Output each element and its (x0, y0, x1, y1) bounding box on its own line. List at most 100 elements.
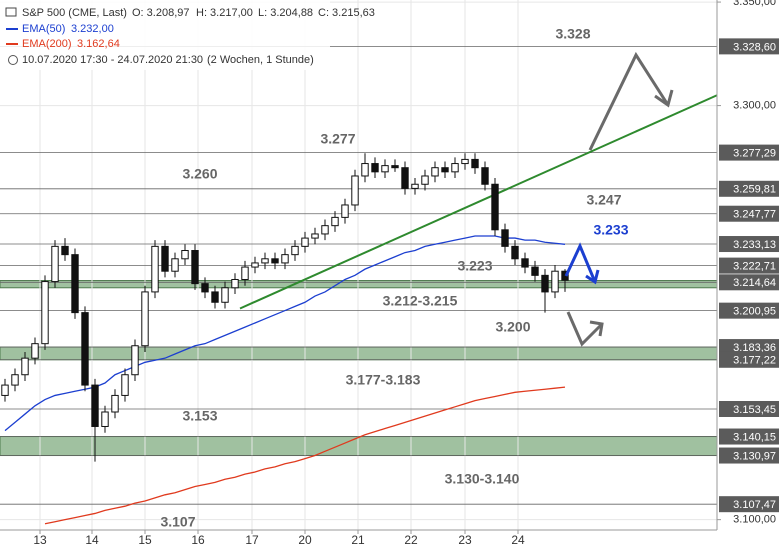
level-box (719, 274, 779, 291)
candle-body (511, 245, 519, 260)
candle-body (161, 245, 169, 272)
arrow-blue (564, 242, 597, 283)
candle-body (501, 229, 509, 247)
candle-body (411, 183, 419, 189)
annotation: 3.177-3.183 (346, 372, 421, 388)
candle-body (61, 245, 69, 256)
period: (2 Wochen, 1 Stunde) (207, 54, 314, 66)
level-label: 3.107,47 (733, 499, 776, 511)
candle-body (111, 394, 119, 413)
arrow-head (654, 89, 674, 108)
plot-area (0, 0, 721, 534)
level-label: 3.277,29 (733, 148, 776, 160)
candle-body (441, 167, 449, 173)
candle-body (231, 278, 239, 289)
level-box (719, 144, 779, 161)
candle-body (261, 258, 269, 264)
candle-body (461, 158, 469, 165)
level-label: 3.259,81 (733, 184, 776, 196)
ohlc-high: H: 3.217,00 (196, 7, 253, 19)
candle-body (31, 343, 39, 359)
annotation: 3.200 (495, 319, 530, 335)
symbol-icon (5, 7, 17, 17)
level-box (719, 180, 779, 197)
x-tick-label: 23 (458, 533, 472, 547)
candle-body (151, 245, 159, 293)
arrow-down-up (566, 311, 604, 347)
annotation: 3.233 (593, 222, 628, 238)
level-box (719, 205, 779, 222)
candle-body (291, 245, 299, 256)
candle-body (471, 158, 479, 169)
header: S&P 500 (CME, Last) O: 3.208,97 H: 3.217… (0, 0, 375, 70)
x-tick-label: 21 (351, 533, 365, 547)
level-label: 3.200,95 (733, 306, 776, 318)
candle-body (531, 266, 539, 276)
level-label: 3.140,15 (733, 431, 776, 443)
level-box (719, 351, 779, 368)
projection-arrows (566, 51, 674, 347)
candle-body (181, 250, 189, 260)
annotation: 3.212-3.215 (383, 293, 458, 309)
candle-body (81, 312, 89, 386)
annotation: 3.277 (320, 131, 355, 147)
candle-body (451, 163, 459, 173)
level-box (719, 447, 779, 464)
candle-body (21, 357, 29, 376)
symbol: S&P 500 (CME, Last) (22, 7, 127, 19)
level-box (719, 496, 779, 513)
candle-body (51, 245, 59, 283)
level-box (719, 302, 779, 319)
candle-body (401, 167, 409, 189)
candle-body (331, 216, 339, 227)
level-label: 3.247,77 (733, 209, 776, 221)
candle-body (381, 165, 389, 173)
candle-body (521, 258, 529, 268)
x-tick-label: 24 (511, 533, 525, 547)
candle-body (321, 225, 329, 235)
arrow-up (588, 51, 670, 151)
candle-body (431, 167, 439, 177)
level-box (719, 400, 779, 417)
x-tick-label: 22 (404, 533, 418, 547)
candle-body (41, 281, 49, 345)
candle-body (171, 258, 179, 272)
x-tick-label: 15 (138, 533, 152, 547)
legend-name: EMA(50) (22, 23, 65, 35)
level-label: 3.328,60 (733, 41, 776, 53)
candle-body (141, 291, 149, 347)
level-label: 3.222,71 (733, 261, 776, 273)
y-tick-label: 3.300,00 (733, 99, 776, 111)
annotation: 3.107 (160, 514, 195, 530)
candle-body (11, 374, 19, 386)
candle-body (241, 266, 249, 280)
candle-body (371, 163, 379, 173)
candle-body (541, 274, 549, 293)
candle-body (311, 233, 319, 239)
candle-body (481, 167, 489, 185)
level-label: 3.233,13 (733, 239, 776, 251)
level-box (719, 257, 779, 274)
candle-body (551, 270, 559, 293)
ohlc-close: C: 3.215,63 (318, 7, 375, 19)
x-tick-label: 16 (191, 533, 205, 547)
annotation: 3.153 (182, 408, 217, 424)
annotation: 3.247 (586, 192, 621, 208)
candle-body (1, 384, 9, 396)
candle-body (131, 345, 139, 376)
annotation: 3.328 (555, 26, 590, 42)
candle-body (71, 254, 79, 314)
ohlc-low: L: 3.204,88 (258, 7, 313, 19)
clock-icon (8, 55, 18, 65)
ema-line (44, 386, 566, 525)
annotation: 3.130-3.140 (445, 471, 520, 487)
candle-body (391, 165, 399, 169)
level-label: 3.153,45 (733, 404, 776, 416)
candle-body (341, 204, 349, 218)
candle-body (271, 258, 279, 264)
level-label: 3.177,22 (733, 355, 776, 367)
candle-body (91, 384, 99, 427)
level-box (719, 38, 779, 55)
